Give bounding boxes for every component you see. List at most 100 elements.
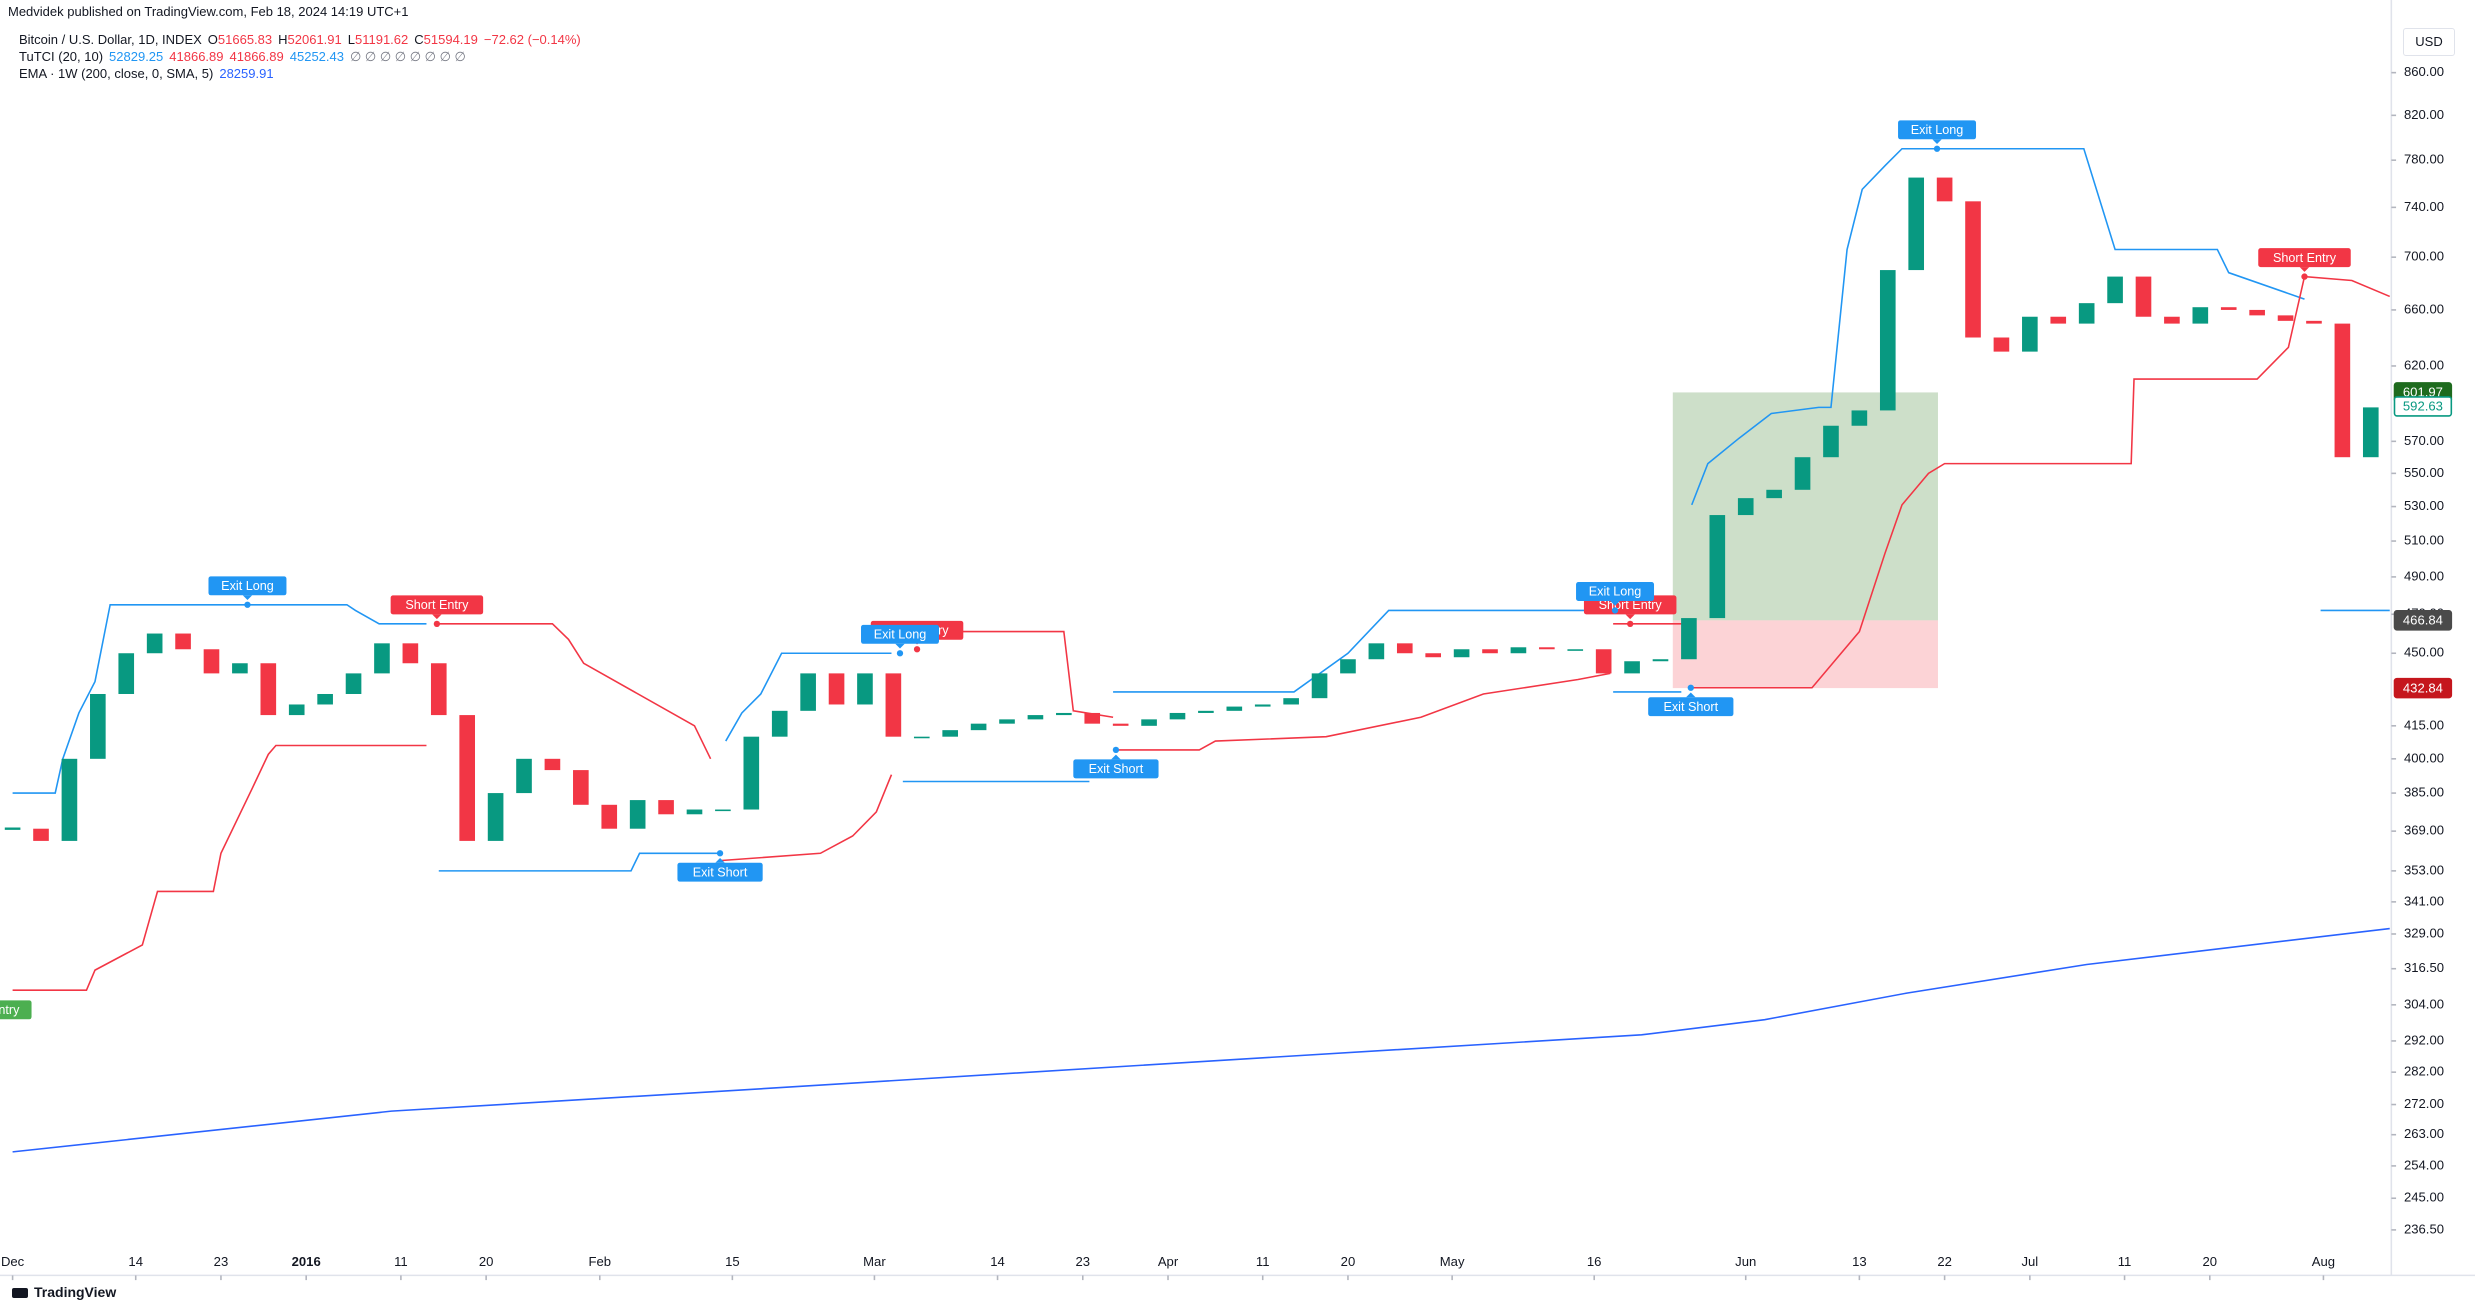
ohlc-value: 51594.19 — [423, 32, 478, 47]
y-tick-label: 820.00 — [2404, 107, 2444, 122]
signal-label-box — [1648, 697, 1734, 717]
signal-point — [1627, 620, 1634, 628]
x-tick-label: 11 — [394, 1254, 408, 1269]
candle — [1993, 337, 2010, 352]
candle — [487, 793, 504, 841]
x-tick-label: 15 — [725, 1254, 740, 1269]
signal-pointer — [2299, 267, 2310, 272]
candle — [90, 693, 106, 759]
indicator-flags: ∅ ∅ ∅ ∅ ∅ ∅ ∅ ∅ — [349, 49, 466, 64]
x-tick-label: 23 — [1075, 1254, 1090, 1269]
y-tick-label: 245.00 — [2404, 1190, 2444, 1205]
y-tick-label: 400.00 — [2404, 750, 2444, 765]
y-tick-label: 353.00 — [2404, 862, 2444, 877]
candle — [1141, 719, 1157, 726]
signal-point — [1611, 607, 1619, 614]
y-tick-label: 490.00 — [2404, 568, 2444, 583]
candle — [1766, 489, 1782, 499]
candle — [942, 730, 959, 737]
symbol-legend: Bitcoin / U.S. Dollar, 1D, INDEX O51665.8… — [19, 32, 587, 47]
signal-pointer — [432, 614, 442, 620]
candle — [1396, 643, 1413, 654]
x-tick-label: 20 — [1341, 1254, 1356, 1269]
signal-pointer — [1610, 600, 1620, 606]
candle — [430, 663, 447, 716]
signal-label-box — [390, 595, 484, 615]
signal-label: Exit Long — [874, 627, 927, 641]
candle — [686, 809, 703, 815]
y-tick-label: 254.00 — [2404, 1157, 2444, 1172]
signal-pointer — [1686, 692, 1696, 698]
candle — [1453, 649, 1470, 658]
indicator-legend: TuTCI (20, 10) 52829.25 41866.89 41866.89 45… — [19, 49, 472, 65]
candle — [33, 828, 49, 841]
x-tick-label: Dec — [1, 1254, 25, 1269]
indicator-value: 28259.91 — [219, 66, 274, 81]
x-tick-label: 20 — [479, 1254, 494, 1269]
x-tick-label: Mar — [863, 1254, 886, 1269]
candle — [715, 809, 731, 812]
candle — [771, 710, 788, 737]
currency[interactable]: USD — [2403, 28, 2455, 56]
candle — [828, 673, 845, 705]
y-tick-label: 740.00 — [2404, 199, 2444, 214]
indicator-value: 45252.43 — [289, 49, 344, 64]
x-tick-label: Jul — [2021, 1254, 2038, 1269]
candle — [374, 643, 390, 674]
candle — [1737, 498, 1754, 516]
candle — [544, 758, 561, 771]
y-tick-label: 530.00 — [2404, 498, 2444, 513]
x-tick-label: May — [1440, 1254, 1465, 1269]
candle — [459, 715, 476, 841]
logo: TradingView — [12, 1284, 116, 1300]
candle — [743, 736, 760, 810]
candle — [1510, 647, 1527, 654]
candle — [2249, 309, 2265, 316]
y-tick-label: 860.00 — [2404, 64, 2444, 79]
candle — [1823, 425, 1839, 458]
candle — [601, 804, 618, 829]
y-tick-label: 620.00 — [2404, 357, 2444, 372]
candle — [61, 758, 78, 841]
price-label: 592.63 — [2403, 399, 2443, 414]
candle — [516, 758, 532, 794]
signal-point — [1933, 145, 1941, 152]
signal-point — [1112, 746, 1120, 754]
ohlc-label: H — [278, 32, 288, 47]
candle — [1283, 698, 1299, 705]
symbol: Bitcoin / U.S. Dollar, 1D, INDEX — [19, 32, 202, 47]
signal-pointer — [1932, 139, 1942, 145]
signal-label-box — [0, 1000, 32, 1020]
candle — [175, 633, 191, 650]
candle — [2192, 307, 2209, 324]
price-label: 432.84 — [2403, 680, 2443, 695]
signal-label-box — [2258, 248, 2351, 268]
indicator-line — [12, 275, 2391, 991]
signal-label-box — [1073, 759, 1159, 779]
candle — [2050, 316, 2067, 324]
signal-point — [716, 850, 724, 857]
y-tick-label: 341.00 — [2404, 893, 2444, 908]
candle — [1595, 649, 1612, 674]
signal-pointer — [1625, 614, 1635, 620]
candle — [2078, 303, 2095, 324]
signal-point — [896, 650, 904, 657]
indicator-value: 41866.89 — [229, 49, 284, 64]
candle — [1652, 659, 1669, 662]
y-tick-label: 329.00 — [2404, 925, 2444, 940]
ohlc-label: O — [207, 32, 218, 47]
y-tick-label: 700.00 — [2404, 249, 2444, 264]
x-tick-label: Jun — [1735, 1254, 1756, 1269]
candle — [2306, 320, 2322, 324]
candle — [573, 770, 589, 805]
signal-pointer — [895, 643, 905, 649]
candle — [2334, 323, 2351, 458]
signal-pointer — [1111, 754, 1121, 760]
ohlc-value: 52061.91 — [287, 32, 342, 47]
candle — [1908, 177, 1925, 271]
candle — [629, 800, 646, 829]
x-tick-label: 11 — [2118, 1254, 2132, 1269]
indicator-line — [12, 927, 2390, 1153]
candle — [203, 649, 220, 674]
